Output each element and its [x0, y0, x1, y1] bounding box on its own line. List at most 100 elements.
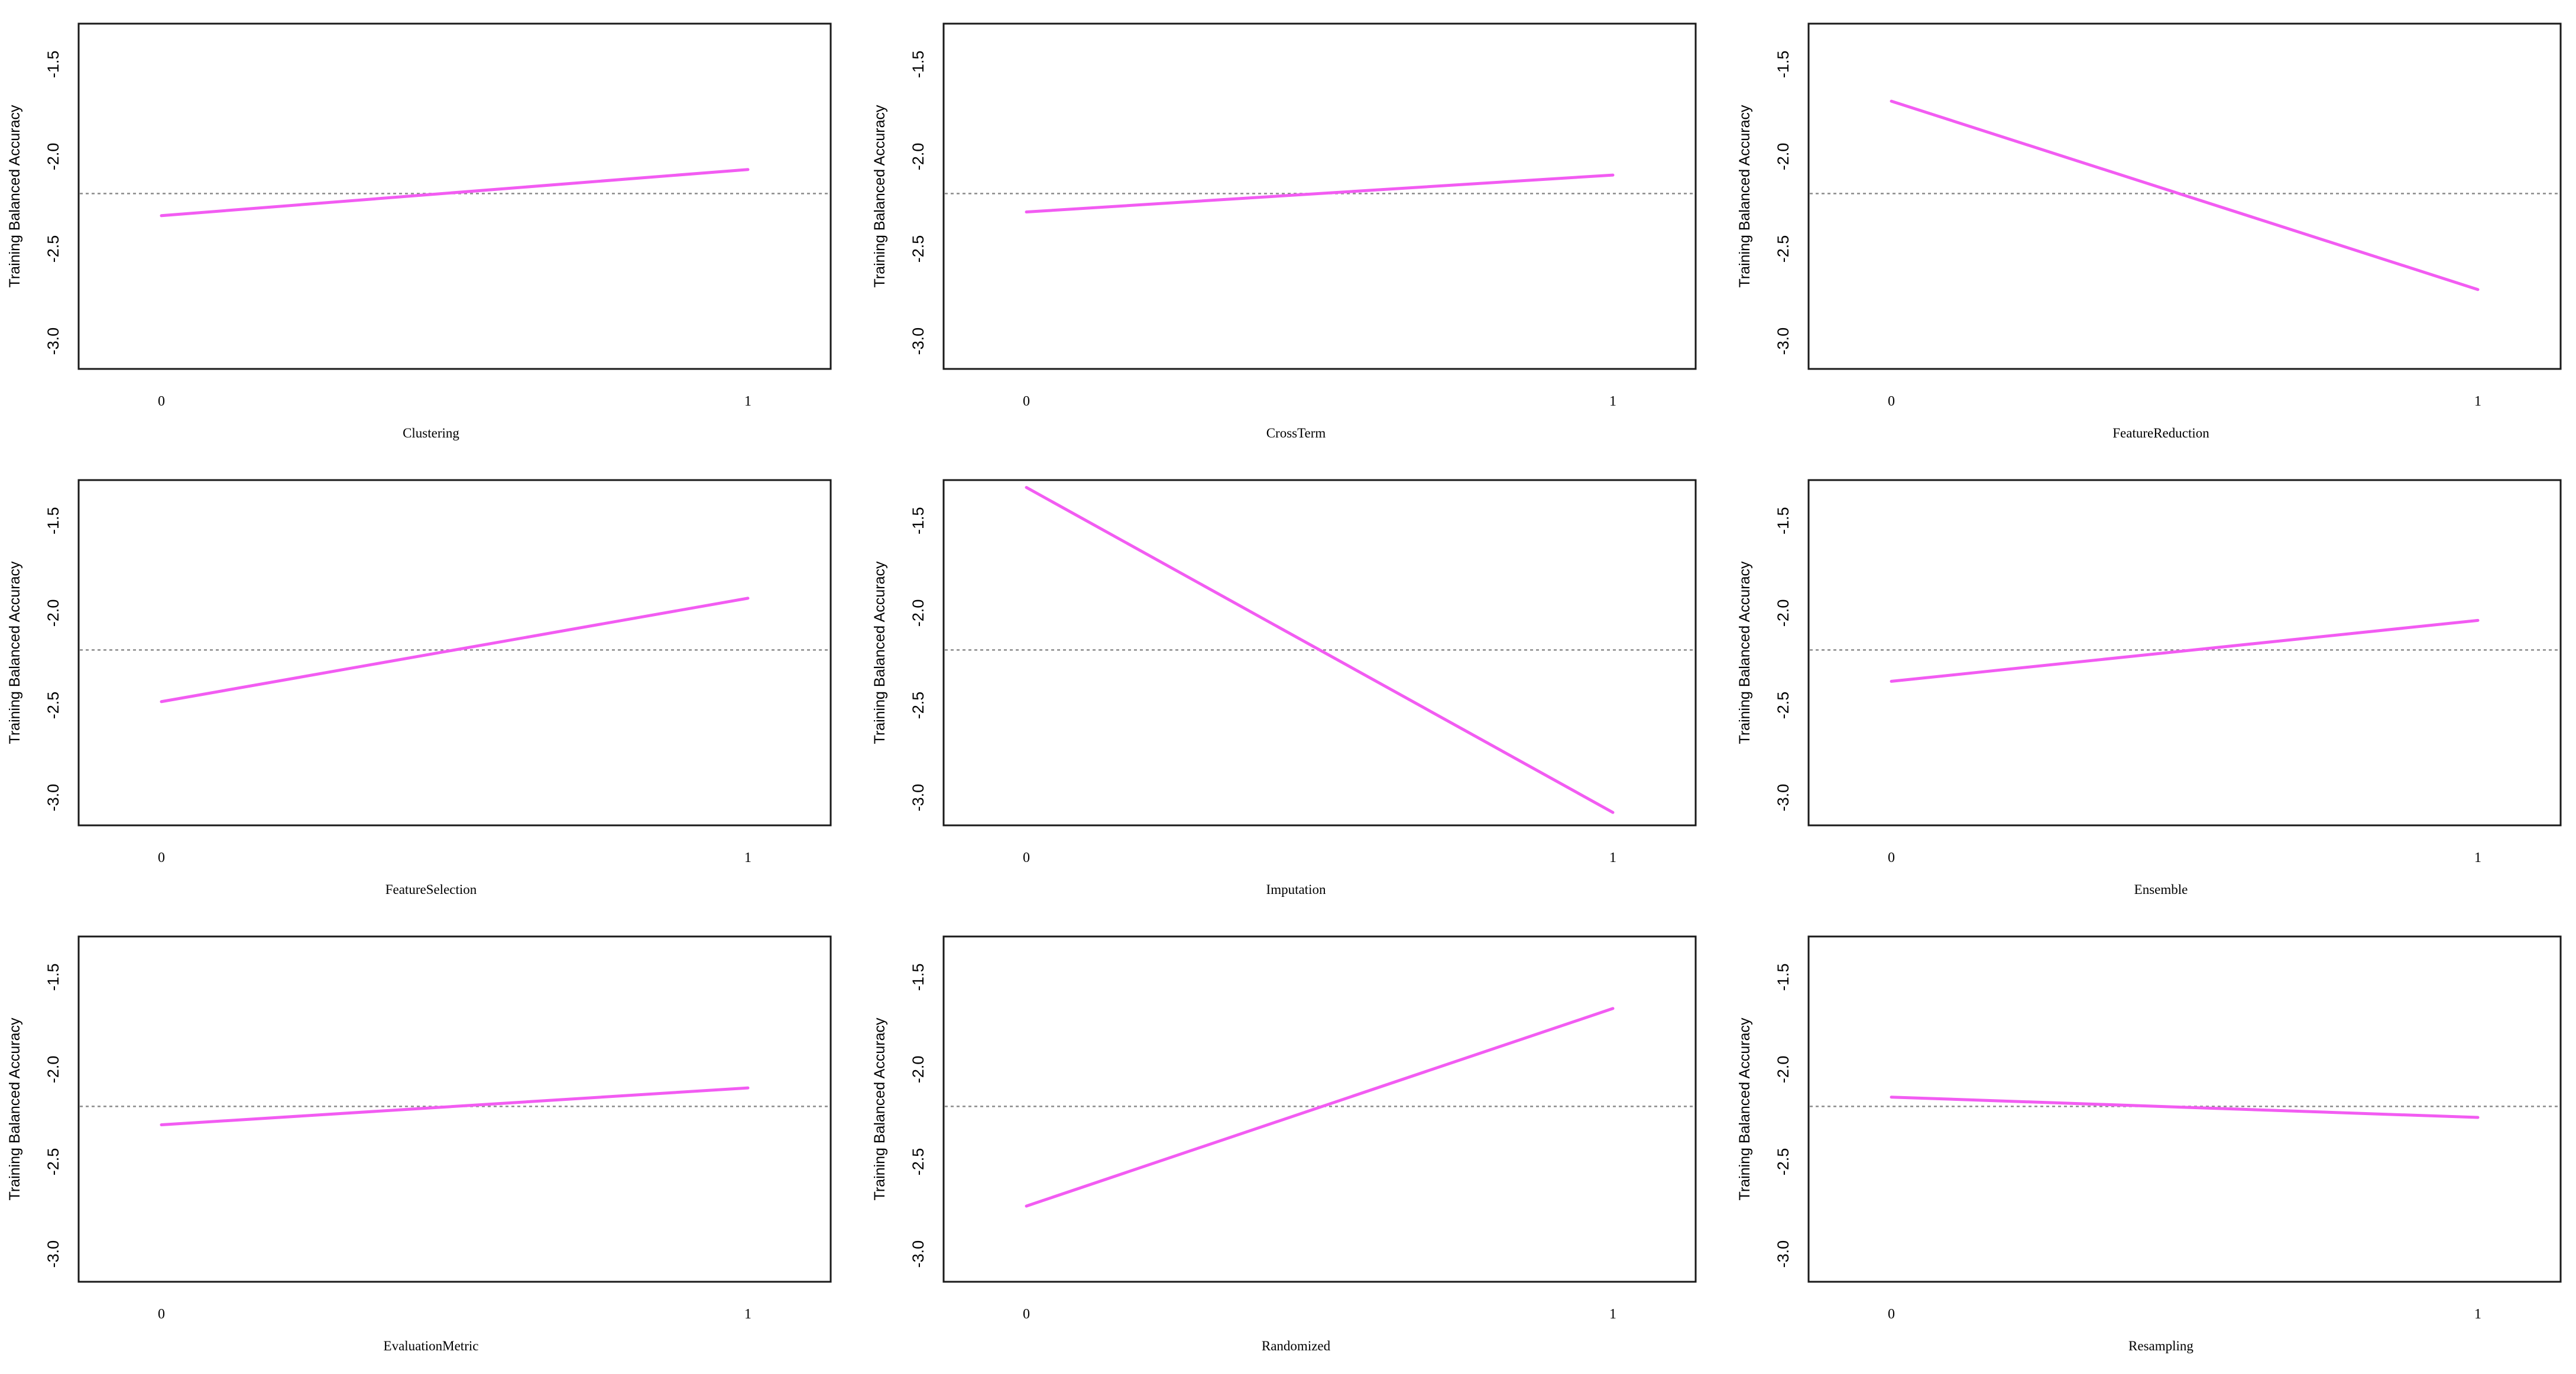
plot-frame	[942, 935, 1697, 1283]
x-tick-label: 0	[1888, 850, 1895, 866]
x-axis-label: CrossTerm	[1266, 426, 1326, 440]
x-axis-label: Resampling	[2128, 1339, 2193, 1353]
plot-frame	[942, 22, 1697, 370]
panel-evaluationmetric: -1.5 -2.0 -2.5 -3.0 Training Balanced Accura…	[7, 935, 832, 1353]
x-tick-label: 0	[158, 850, 165, 866]
x-tick-label: 0	[1023, 394, 1030, 409]
y-tick-label: -3.0	[909, 1240, 927, 1268]
y-tick-label: -2.5	[1774, 235, 1792, 263]
y-tick-label: -1.5	[1774, 50, 1792, 78]
y-tick-label: -1.5	[909, 50, 927, 78]
y-tick-label: -1.5	[44, 963, 62, 991]
x-tick-label: 1	[2474, 394, 2481, 409]
y-axis-label: Training Balanced Accuracy	[871, 561, 888, 744]
y-tick-label: -1.5	[44, 507, 62, 534]
y-tick-label: -1.5	[1774, 507, 1792, 534]
main-effect-line	[160, 597, 750, 704]
x-tick-label: 1	[2474, 1307, 2481, 1322]
plot-frame	[1807, 935, 2562, 1283]
main-effect-line	[160, 168, 750, 218]
panel-resampling: -1.5 -2.0 -2.5 -3.0 Training Balanced Accura…	[1736, 935, 2562, 1353]
x-tick-label: 1	[1609, 1307, 1616, 1322]
y-axis-label: Training Balanced Accuracy	[7, 561, 23, 744]
y-axis-label: Training Balanced Accuracy	[7, 1017, 23, 1200]
main-effect-line	[1025, 1007, 1615, 1208]
x-tick-label: 1	[744, 850, 751, 866]
y-tick-label: -3.0	[44, 784, 62, 812]
y-tick-label: -2.5	[44, 1148, 62, 1176]
y-tick-label: -3.0	[909, 784, 927, 812]
y-tick-label: -2.0	[909, 1056, 927, 1084]
panel-ensemble: -1.5 -2.0 -2.5 -3.0 Training Balanced Accura…	[1736, 479, 2562, 897]
y-tick-label: -2.0	[1774, 599, 1792, 627]
panel-crossterm: -1.5 -2.0 -2.5 -3.0 Training Balanced Accura…	[871, 22, 1697, 440]
main-effect-line	[1025, 173, 1615, 214]
y-tick-label: -3.0	[44, 328, 62, 355]
panel-featurereduction: -1.5 -2.0 -2.5 -3.0 Training Balanced Accura…	[1736, 22, 2562, 440]
y-axis-label: Training Balanced Accuracy	[1736, 1017, 1753, 1200]
panel-clustering: -1.5 -2.0 -2.5 -3.0 Training Balanced Accura…	[7, 22, 832, 440]
main-effect-line	[1890, 99, 2480, 291]
y-tick-label: -2.0	[44, 1056, 62, 1084]
x-tick-label: 1	[1609, 394, 1616, 409]
x-tick-label: 0	[158, 394, 165, 409]
y-tick-label: -2.0	[1774, 143, 1792, 171]
plot-frame	[1807, 479, 2562, 827]
y-axis-label: Training Balanced Accuracy	[1736, 561, 1753, 744]
x-axis-label: EvaluationMetric	[384, 1339, 479, 1353]
y-tick-label: -1.5	[909, 963, 927, 991]
panel-featureselection: -1.5 -2.0 -2.5 -3.0 Training Balanced Accura…	[7, 479, 832, 897]
y-axis-label: Training Balanced Accuracy	[871, 105, 888, 287]
y-tick-label: -3.0	[44, 1240, 62, 1268]
y-tick-label: -2.5	[44, 692, 62, 720]
y-tick-label: -2.5	[1774, 1148, 1792, 1176]
x-tick-label: 1	[2474, 850, 2481, 866]
y-tick-label: -3.0	[1774, 784, 1792, 812]
y-axis-label: Training Balanced Accuracy	[1736, 105, 1753, 287]
x-axis-label: FeatureSelection	[385, 882, 477, 897]
x-axis-label: FeatureReduction	[2112, 426, 2209, 440]
plot-frame	[942, 479, 1697, 827]
y-tick-label: -2.0	[909, 599, 927, 627]
x-axis-label: Randomized	[1262, 1339, 1331, 1353]
y-tick-label: -2.5	[1774, 692, 1792, 720]
plot-frame	[77, 935, 832, 1283]
x-tick-label: 1	[744, 1307, 751, 1322]
x-tick-label: 1	[1609, 850, 1616, 866]
y-tick-label: -2.0	[44, 599, 62, 627]
plot-frame	[77, 22, 832, 370]
y-tick-label: -2.0	[44, 143, 62, 171]
main-effect-line	[1890, 1096, 2480, 1119]
x-tick-label: 0	[1888, 1307, 1895, 1322]
y-tick-label: -3.0	[1774, 1240, 1792, 1268]
plot-frame	[77, 479, 832, 827]
x-axis-label: Imputation	[1266, 882, 1326, 897]
y-tick-label: -2.5	[909, 692, 927, 720]
y-tick-label: -2.5	[909, 235, 927, 263]
x-tick-label: 0	[1888, 394, 1895, 409]
y-axis-label: Training Balanced Accuracy	[7, 105, 23, 287]
y-tick-label: -3.0	[1774, 328, 1792, 355]
x-tick-label: 1	[744, 394, 751, 409]
plot-frame	[1807, 22, 2562, 370]
y-tick-label: -1.5	[1774, 963, 1792, 991]
x-tick-label: 0	[1023, 1307, 1030, 1322]
y-tick-label: -2.5	[44, 235, 62, 263]
panel-randomized: -1.5 -2.0 -2.5 -3.0 Training Balanced Accura…	[871, 935, 1697, 1353]
x-axis-label: Ensemble	[2134, 882, 2188, 897]
y-tick-label: -3.0	[909, 328, 927, 355]
y-tick-label: -1.5	[44, 50, 62, 78]
panel-imputation: -1.5 -2.0 -2.5 -3.0 Training Balanced Accura…	[871, 479, 1697, 897]
x-axis-label: Clustering	[403, 426, 459, 440]
y-tick-label: -1.5	[909, 507, 927, 534]
main-effect-line	[1890, 618, 2480, 683]
x-tick-label: 0	[1023, 850, 1030, 866]
y-axis-label: Training Balanced Accuracy	[871, 1017, 888, 1200]
y-tick-label: -2.0	[1774, 1056, 1792, 1084]
main-effect-line	[1025, 485, 1615, 814]
y-tick-label: -2.5	[909, 1148, 927, 1176]
main-effect-line	[160, 1086, 750, 1127]
x-tick-label: 0	[158, 1307, 165, 1322]
y-tick-label: -2.0	[909, 143, 927, 171]
